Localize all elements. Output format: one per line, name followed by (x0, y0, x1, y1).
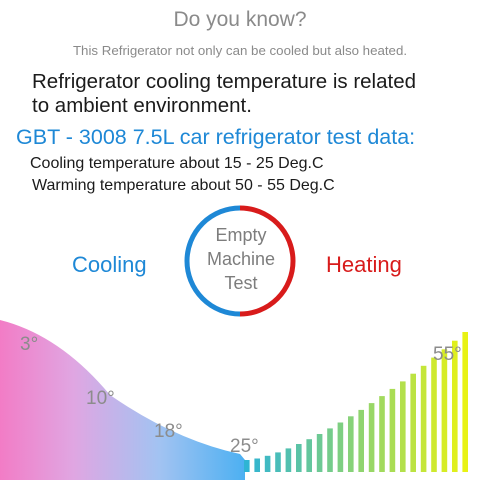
heating-bar (358, 409, 364, 472)
empty-machine-test-label: Empty Machine Test (186, 223, 296, 295)
heating-bar (306, 439, 312, 472)
heating-bar (462, 332, 468, 472)
heating-bar (441, 349, 448, 472)
heating-bar (285, 448, 292, 472)
heating-bar (400, 381, 406, 472)
heating-bar (452, 340, 458, 472)
heating-bar (389, 388, 396, 472)
page-title: Do you know? (173, 8, 307, 31)
heating-bar (410, 373, 416, 472)
heating-bar (296, 444, 302, 472)
heating-bar (431, 357, 437, 472)
heating-bar (327, 428, 333, 472)
temp-label-3: 3° (20, 334, 38, 355)
heating-bar (337, 422, 344, 472)
intro-text: This Refrigerator not only can be cooled… (72, 43, 408, 58)
heating-bar (420, 365, 427, 472)
heating-bars (244, 332, 468, 472)
temp-label-18: 18° (154, 421, 183, 442)
cooling-range-text: Cooling temperature about 15 - 25 Deg.C (30, 155, 324, 172)
circle-cooling-arc (184, 205, 241, 317)
heating-bar (368, 403, 375, 472)
heating-bar (316, 434, 323, 472)
test-data-title: GBT - 3008 7.5L car refrigerator test da… (16, 125, 416, 149)
temp-label-25: 25° (230, 436, 259, 457)
heating-bar (244, 460, 250, 472)
temp-label-55: 55° (433, 344, 462, 365)
warming-range-text: Warming temperature about 50 - 55 Deg.C (32, 177, 335, 194)
cooling-gradient-curve (0, 320, 245, 480)
heating-bar (379, 396, 385, 472)
heating-bar (275, 452, 281, 472)
center-line-2: Machine (206, 249, 276, 269)
cooling-mode-label: Cooling (72, 252, 147, 277)
circle-heating-arc (239, 205, 296, 317)
center-line-1: Empty (215, 225, 267, 245)
statement-line-2: to ambient environment. (32, 94, 252, 117)
center-line-3: Test (224, 273, 258, 293)
temp-label-10: 10° (86, 388, 115, 409)
heating-bar (264, 455, 271, 472)
statement-line-1: Refrigerator cooling temperature is rela… (32, 70, 416, 93)
heating-mode-label: Heating (326, 252, 402, 277)
heating-bar (348, 416, 354, 472)
heating-bar (254, 458, 260, 472)
